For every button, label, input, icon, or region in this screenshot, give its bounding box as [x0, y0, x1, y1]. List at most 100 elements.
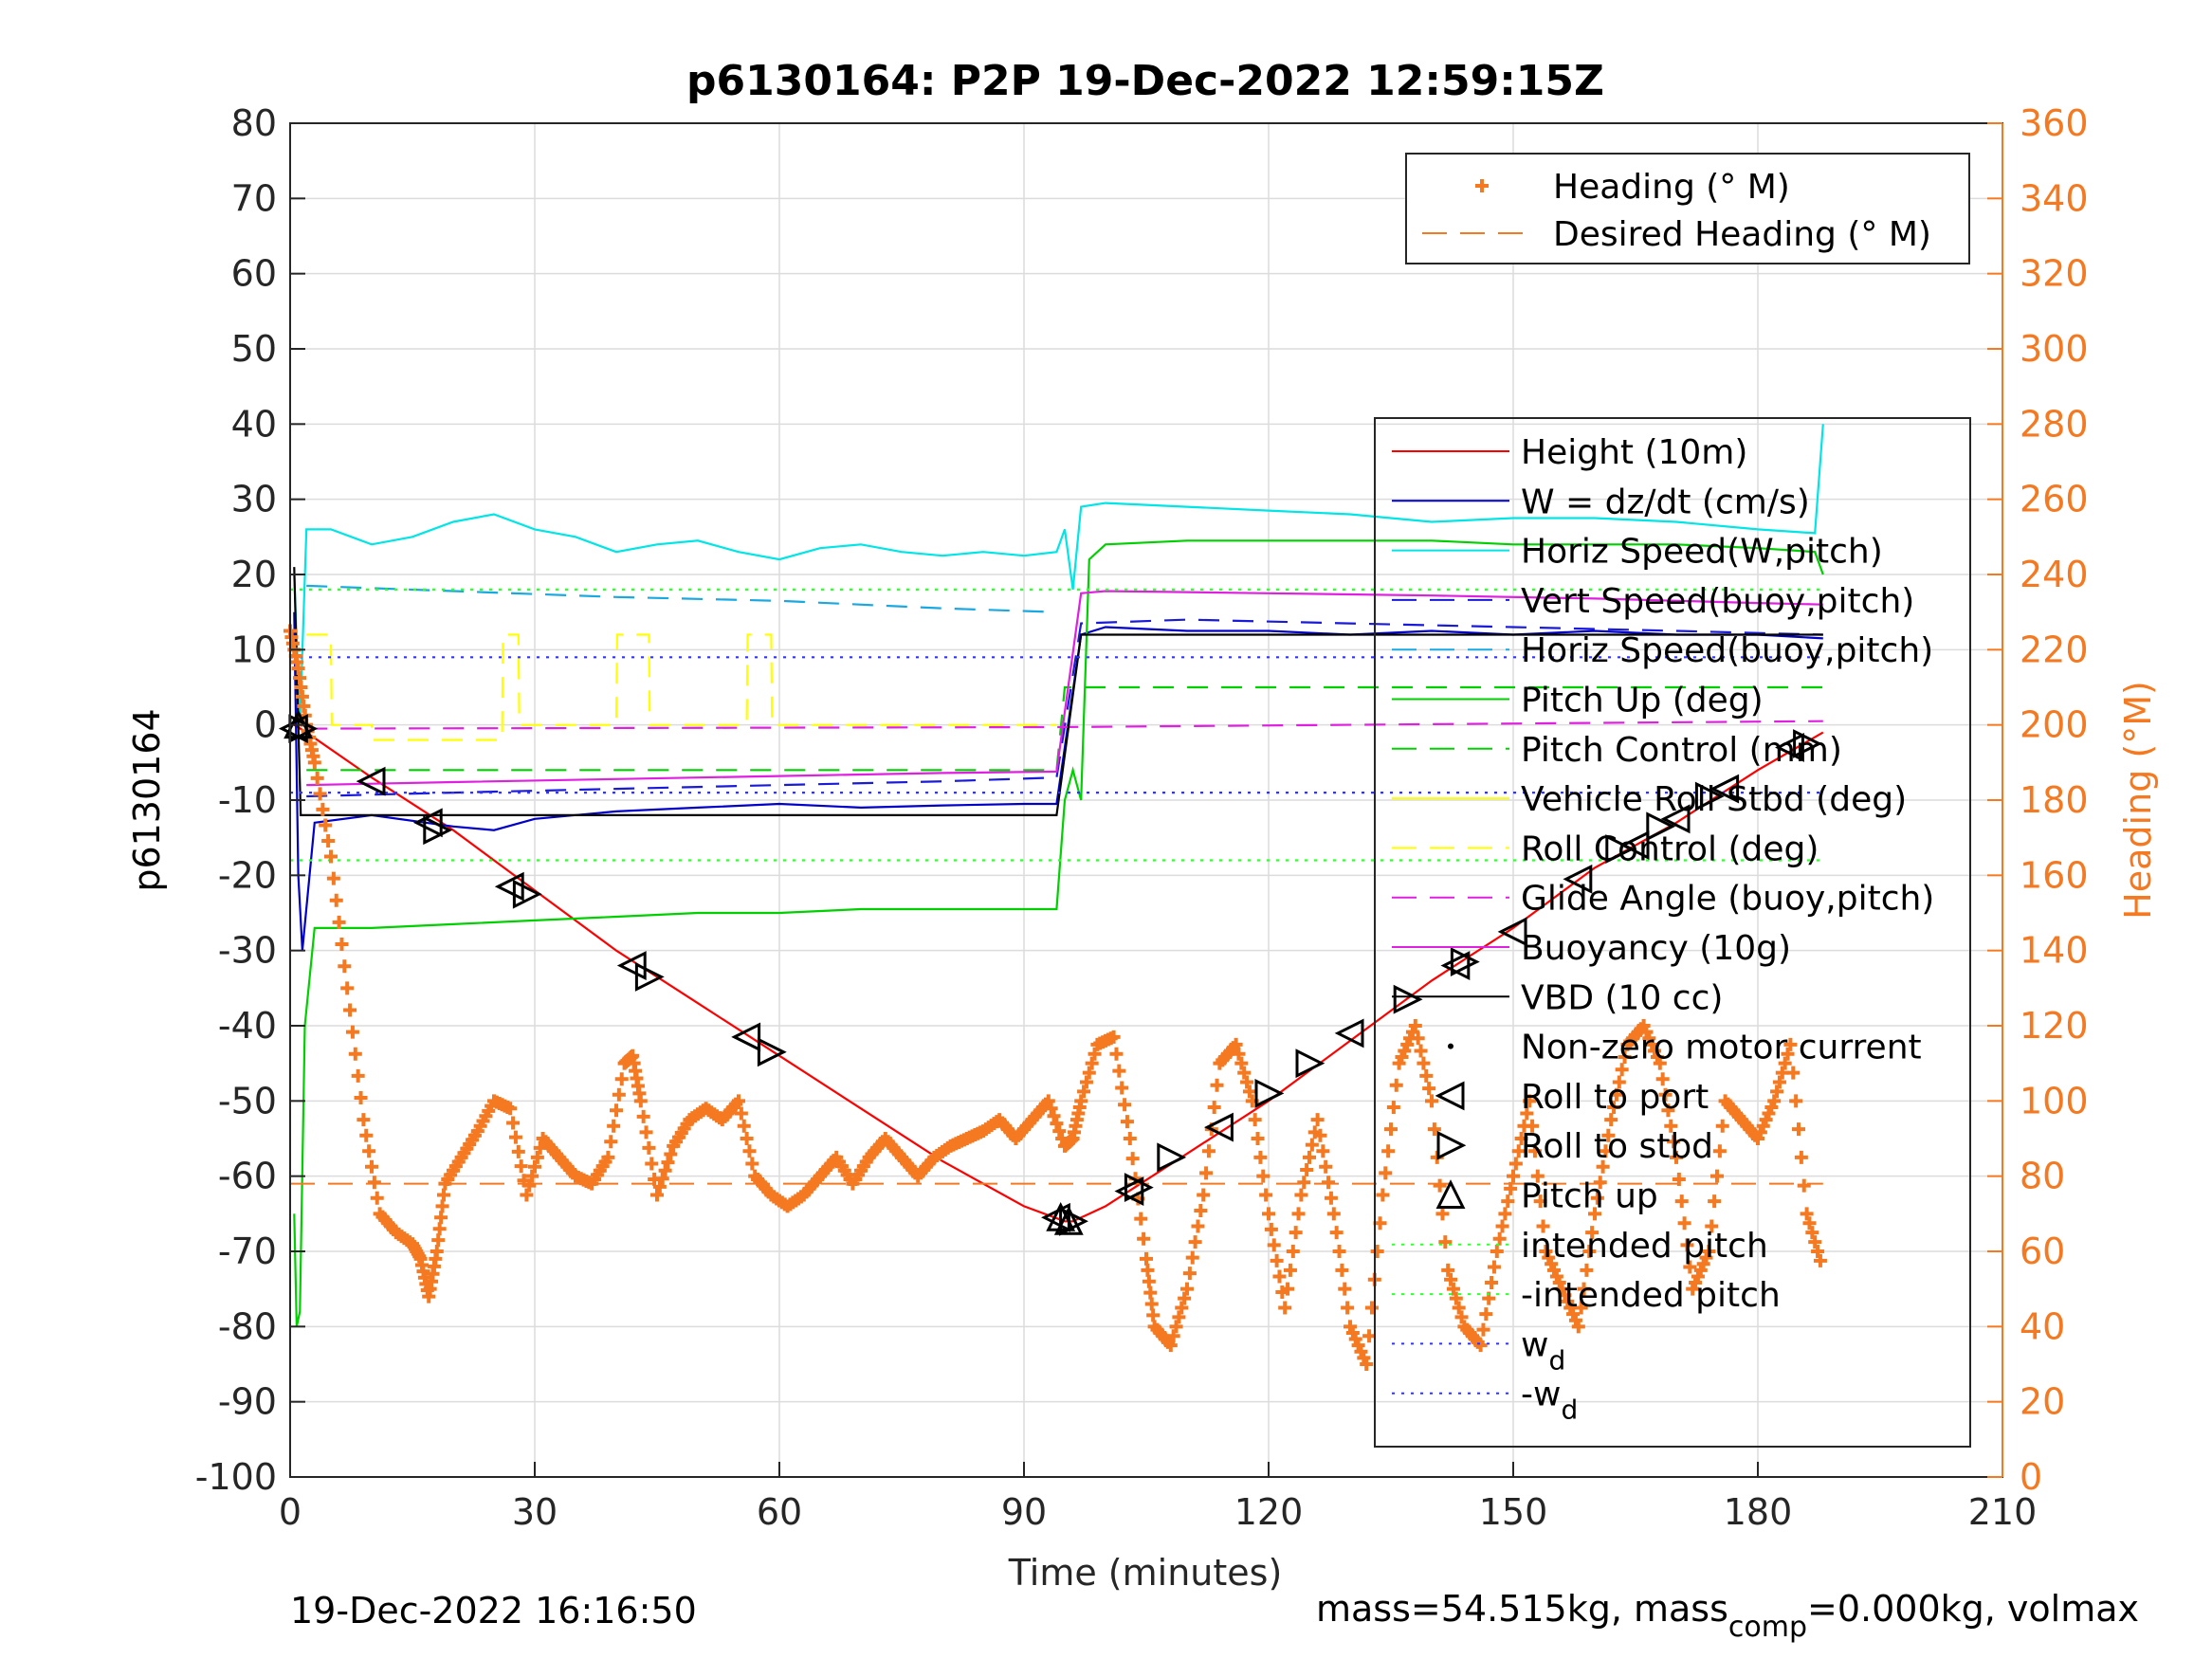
heading-point: [1523, 1094, 1537, 1108]
heading-point: [1272, 1269, 1287, 1284]
heading-point: [345, 1025, 359, 1039]
legend-label: W = dz/dt (cm/s): [1521, 483, 1810, 521]
heading-point: [1175, 1301, 1189, 1315]
y-tick-label: -50: [218, 1080, 277, 1121]
legend-main: Height (10m) W = dz/dt (cm/s) Horiz Speed(…: [1374, 417, 1971, 1448]
heading-point: [432, 1222, 447, 1236]
heading-point: [329, 893, 343, 907]
plot-layer: [278, 424, 1827, 1371]
heading-point: [1577, 1282, 1591, 1296]
pitch-up-marker: [1053, 1205, 1084, 1235]
heading-point: [1786, 1066, 1801, 1080]
heading-point: [639, 1125, 653, 1139]
heading-point: [1376, 1188, 1390, 1202]
heading-point: [1511, 1144, 1526, 1158]
heading-point: [1792, 1122, 1805, 1137]
y-right-tick-label: 220: [2020, 629, 2089, 670]
heading-point: [1655, 1072, 1670, 1086]
heading-point: [1446, 1282, 1460, 1296]
roll-to-port-marker: [1563, 864, 1593, 894]
y-tick-label: 30: [231, 479, 277, 520]
heading-point: [1712, 1144, 1727, 1158]
heading-point: [614, 1072, 629, 1086]
y-right-tick-label: 360: [2020, 102, 2089, 144]
heading-point: [1283, 1263, 1297, 1277]
heading-point: [652, 1179, 667, 1194]
series-horiz-speed-buoy-pitch: [306, 584, 1057, 613]
y-right-tick-label: 160: [2020, 854, 2089, 896]
heading-point: [1708, 1194, 1722, 1209]
heading-point: [332, 915, 346, 929]
heading-point: [530, 1150, 544, 1164]
heading-point: [1326, 1207, 1341, 1221]
heading-point: [310, 771, 324, 785]
legend-label: Roll to stbd: [1521, 1127, 1713, 1166]
legend-heading: Heading (° M) Desired Heading (° M): [1405, 153, 1970, 264]
heading-point: [365, 1159, 378, 1174]
heading-point: [633, 1094, 648, 1108]
heading-point: [338, 959, 352, 974]
roll-to-port-marker: [1204, 1112, 1234, 1142]
heading-point: [1270, 1253, 1284, 1267]
roll-to-stbd-marker: [1605, 834, 1636, 864]
heading-point: [1680, 1238, 1694, 1252]
y-right-tick-label: 20: [2020, 1381, 2065, 1423]
heading-point: [324, 849, 338, 864]
heading-point: [1251, 1132, 1265, 1145]
legend-label: VBD (10 cc): [1521, 978, 1723, 1017]
heading-point: [319, 818, 333, 832]
heading-point: [1256, 1169, 1271, 1183]
heading-point: [1772, 1075, 1786, 1089]
heading-point: [1240, 1075, 1254, 1089]
heading-point: [1672, 1172, 1686, 1186]
heading-point: [1661, 1103, 1675, 1118]
heading-point: [1526, 1119, 1540, 1133]
heading-point: [1501, 1194, 1515, 1209]
heading-point: [1593, 1176, 1607, 1190]
heading-point: [658, 1163, 672, 1177]
heading-point: [1615, 1063, 1629, 1077]
heading-point: [745, 1157, 759, 1171]
heading-point: [1112, 1064, 1126, 1078]
heading-point: [1495, 1219, 1509, 1233]
y-axis-right-label: Heading (°M): [2117, 681, 2159, 920]
heading-point: [1199, 1166, 1214, 1180]
heading-point: [607, 1119, 621, 1133]
x-tick-label: 150: [1479, 1491, 1548, 1533]
legend-label: Roll Control (deg): [1521, 830, 1819, 868]
heading-point: [1362, 1329, 1377, 1343]
heading-point: [528, 1159, 541, 1174]
heading-point: [601, 1150, 615, 1164]
heading-point: [1341, 1301, 1355, 1315]
legends: Heading (° M) Desired Heading (° M) Height…: [1374, 153, 1971, 1448]
heading-point: [1232, 1047, 1246, 1061]
heading-point: [1194, 1204, 1208, 1218]
heading-point: [1596, 1159, 1610, 1174]
heading-point: [1386, 1100, 1400, 1114]
series-vbd-10-cc: [293, 567, 1823, 817]
roll-to-stbd-marker: [1450, 947, 1480, 976]
heading-point: [326, 871, 340, 885]
heading-point: [1710, 1169, 1724, 1183]
y-tick-label: 10: [231, 629, 277, 670]
heading-point: [1571, 1320, 1585, 1334]
heading-point: [1715, 1119, 1729, 1133]
roll-to-stbd-marker: [757, 1037, 787, 1067]
heading-point: [356, 1113, 371, 1127]
heading-point: [642, 1140, 656, 1155]
roll-to-stbd-marker: [1157, 1142, 1187, 1173]
heading-point: [1172, 1310, 1186, 1324]
heading-point: [740, 1132, 754, 1145]
y-right-tick-label: 260: [2020, 479, 2089, 520]
heading-point: [1201, 1144, 1216, 1158]
heading-point: [1508, 1157, 1523, 1171]
heading-point: [1316, 1144, 1330, 1158]
heading-point: [1813, 1253, 1827, 1267]
heading-point: [1294, 1188, 1308, 1202]
heading-point: [1705, 1219, 1719, 1233]
heading-point: [1800, 1207, 1814, 1221]
heading-point: [316, 802, 330, 816]
heading-point: [1441, 1263, 1455, 1277]
legend-symbol: [1448, 1043, 1453, 1049]
heading-point: [1253, 1150, 1268, 1164]
